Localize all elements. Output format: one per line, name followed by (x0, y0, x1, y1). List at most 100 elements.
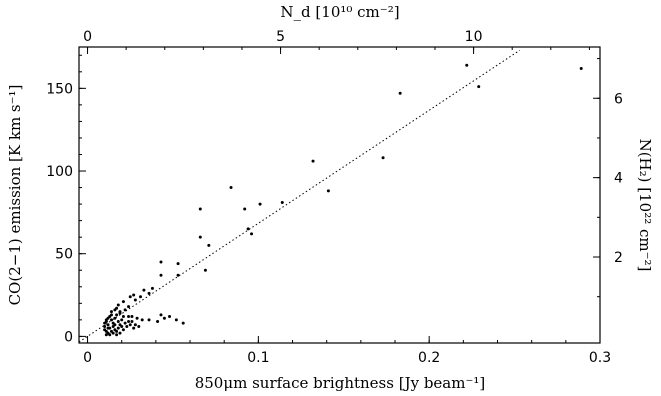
data-point (311, 159, 315, 163)
data-point (109, 318, 113, 322)
data-point (128, 295, 132, 299)
data-point (109, 313, 113, 317)
data-point (116, 320, 120, 324)
data-point (132, 326, 136, 330)
x-tick-label: 0.3 (589, 350, 611, 366)
y-axis-title: CO(2−1) emission [K km s⁻¹] (6, 85, 24, 306)
data-point (135, 316, 139, 320)
top-axis-title: N_d [10¹⁰ cm⁻²] (280, 3, 399, 21)
plot-frame (78, 46, 601, 344)
data-point (137, 324, 141, 328)
data-point (123, 321, 127, 325)
top-tick-label: 10 (465, 29, 483, 45)
data-point (156, 320, 160, 324)
data-point (127, 315, 131, 319)
y-tick-label: 0 (64, 329, 73, 345)
data-point (120, 318, 124, 322)
data-point (118, 310, 122, 314)
data-point (121, 300, 125, 304)
data-point (162, 316, 166, 320)
data-point (159, 260, 163, 264)
data-point (207, 243, 211, 247)
top-tick-label: 0 (83, 29, 92, 45)
data-point (121, 328, 125, 332)
data-point (477, 85, 481, 89)
data-point (326, 189, 330, 193)
data-point (159, 273, 163, 277)
y-tick-label: 100 (46, 164, 73, 180)
data-point (138, 295, 142, 299)
data-point (159, 313, 163, 317)
data-point (132, 293, 136, 297)
data-point (115, 329, 119, 333)
data-point (181, 321, 185, 325)
data-point (108, 333, 112, 337)
data-point (176, 273, 180, 277)
data-point (113, 316, 117, 320)
data-point (130, 320, 134, 324)
data-point (579, 66, 583, 70)
right-axis-title: N(H₂) [10²² cm⁻²] (636, 139, 654, 272)
data-point (123, 308, 127, 312)
right-tick-label: 6 (614, 91, 623, 107)
data-point (147, 291, 151, 295)
fit-line-layer (78, 49, 520, 343)
data-point (116, 326, 120, 330)
data-point (109, 329, 113, 333)
data-point (106, 323, 110, 327)
data-point (147, 318, 151, 322)
data-point (115, 333, 119, 337)
right-tick-label: 2 (614, 250, 623, 266)
data-point (168, 315, 172, 319)
data-point (118, 331, 122, 335)
y-tick-label: 150 (46, 81, 73, 97)
data-point (113, 323, 117, 327)
data-point (103, 321, 107, 325)
data-point (125, 324, 129, 328)
data-point (176, 262, 180, 266)
data-point (243, 207, 247, 211)
data-point (203, 268, 207, 272)
data-point (103, 324, 107, 328)
data-point (104, 318, 108, 322)
data-point (133, 298, 137, 302)
data-point (140, 318, 144, 322)
data-point (258, 202, 262, 206)
top-tick-label: 5 (276, 29, 285, 45)
data-point (246, 227, 250, 231)
fit-line (78, 49, 520, 343)
data-point (465, 63, 469, 67)
data-point (280, 200, 284, 204)
data-point (198, 207, 202, 211)
data-point (104, 333, 108, 337)
data-point (229, 186, 233, 190)
data-point (121, 315, 125, 319)
data-point (109, 310, 113, 314)
data-point (381, 156, 385, 160)
right-tick-label: 4 (614, 171, 623, 187)
data-point (250, 232, 254, 236)
data-point (106, 326, 110, 330)
y-tick-label: 50 (55, 247, 73, 263)
data-point (142, 288, 146, 292)
x-tick-label: 0.2 (418, 350, 440, 366)
x-tick-label: 0 (83, 350, 92, 366)
data-point (116, 303, 120, 307)
data-point (130, 315, 134, 319)
data-point (127, 320, 131, 324)
data-point (150, 286, 154, 290)
data-point (115, 313, 119, 317)
data-point (398, 91, 402, 95)
x-axis-title: 850μm surface brightness [Jy beam⁻¹] (195, 374, 486, 392)
x-tick-label: 0.1 (247, 350, 269, 366)
data-point (198, 235, 202, 239)
data-point (174, 318, 178, 322)
data-point (127, 305, 131, 309)
data-point (115, 306, 119, 310)
data-points (103, 63, 583, 337)
data-point (120, 324, 124, 328)
data-point (133, 323, 137, 327)
data-point (128, 323, 132, 327)
